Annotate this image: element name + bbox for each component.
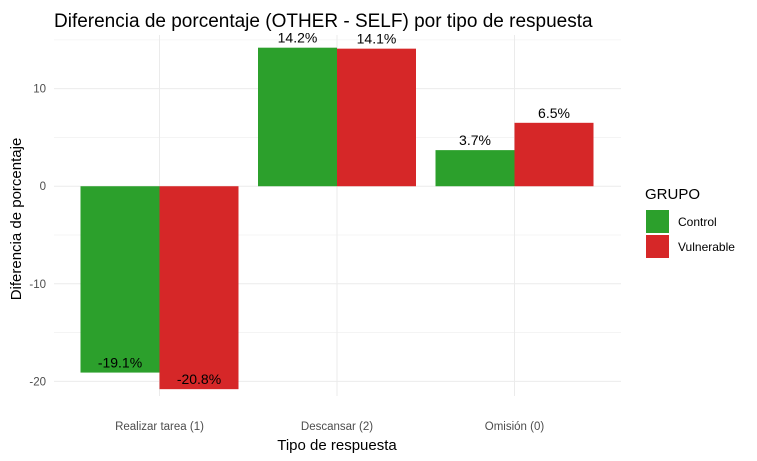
data-label: 14.1% — [357, 31, 397, 47]
y-tick-label: 0 — [40, 181, 46, 193]
y-axis-title: Diferencia de porcentaje — [8, 138, 25, 301]
bar-control-2 — [435, 150, 515, 187]
legend-title: GRUPO — [645, 186, 700, 203]
y-axis-ticks: -20 -10 0 10 — [29, 84, 46, 389]
x-axis-title: Tipo de respuesta — [277, 437, 397, 454]
data-label: -19.1% — [98, 355, 142, 371]
data-label: 14.2% — [278, 30, 318, 46]
legend-key-control — [646, 210, 669, 233]
x-axis-ticks: Realizar tarea (1) Descansar (2) Omisión (… — [115, 421, 544, 433]
y-tick-label: 10 — [33, 84, 46, 96]
data-label: 6.5% — [538, 105, 570, 121]
bar-vulnerable-1 — [337, 48, 416, 187]
x-tick-label: Descansar (2) — [301, 421, 373, 433]
y-tick-label: -20 — [29, 376, 46, 388]
legend-key-vulnerable — [646, 235, 669, 258]
legend: GRUPO Control Vulnerable — [645, 186, 735, 258]
legend-label-vulnerable: Vulnerable — [678, 240, 735, 254]
data-label: 3.7% — [459, 132, 491, 148]
bar-control-0 — [80, 186, 160, 373]
bars — [80, 47, 594, 390]
bar-control-1 — [258, 47, 337, 187]
x-tick-label: Omisión (0) — [485, 421, 545, 433]
data-labels: -19.1% 14.2% 3.7% -20.8% 14.1% 6.5% — [98, 30, 570, 387]
y-tick-label: -10 — [29, 279, 46, 291]
x-tick-label: Realizar tarea (1) — [115, 421, 204, 433]
data-label: -20.8% — [177, 371, 221, 387]
bar-vulnerable-0 — [159, 186, 239, 390]
legend-label-control: Control — [678, 215, 717, 229]
chart-title: Diferencia de porcentaje (OTHER - SELF) … — [54, 11, 593, 32]
bar-vulnerable-2 — [514, 122, 594, 187]
